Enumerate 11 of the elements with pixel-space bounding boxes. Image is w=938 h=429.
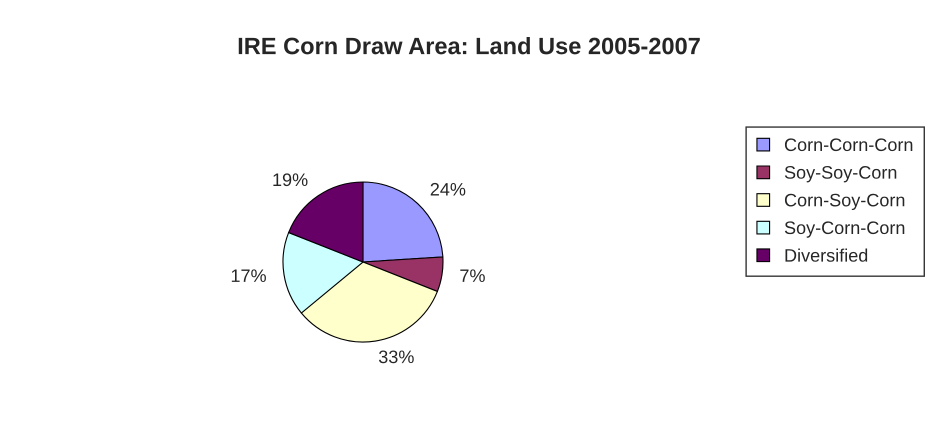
data-label: 7% xyxy=(460,269,485,282)
data-label: 19% xyxy=(273,173,308,186)
legend-label: Diversified xyxy=(786,248,868,262)
legend-label: Corn-Soy-Corn xyxy=(784,194,904,210)
data-label: 33% xyxy=(378,350,414,364)
legend-label: Soy-Corn-Corn xyxy=(784,221,904,238)
legend-label: Corn-Corn-Corn xyxy=(784,138,912,152)
data-label: 24% xyxy=(430,182,466,196)
data-label: 17% xyxy=(232,269,266,282)
chart-title: IRE Corn Draw Area: Land Use 2005-2007 xyxy=(238,36,700,54)
legend-label: Soy-Soy-Corn xyxy=(784,166,896,182)
